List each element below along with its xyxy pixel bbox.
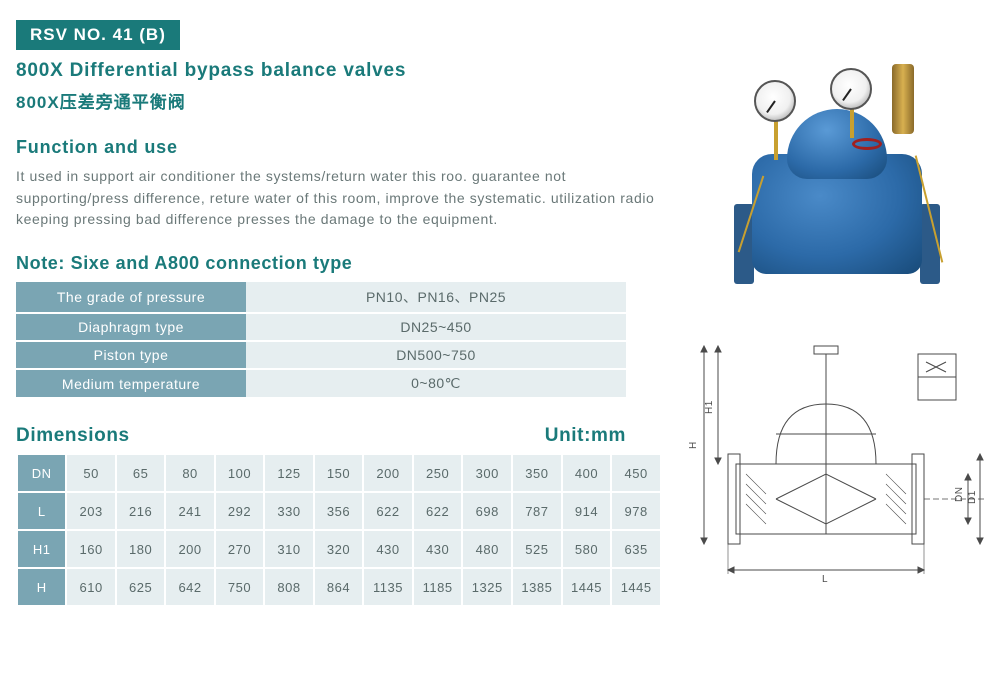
dimensions-heading: Dimensions — [16, 425, 130, 447]
dim-cell: 625 — [117, 569, 164, 605]
spec-label: Medium temperature — [16, 370, 246, 397]
function-text: It used in support air conditioner the s… — [16, 166, 662, 231]
dim-cell: 292 — [216, 493, 263, 529]
dim-cell: 80 — [166, 455, 213, 491]
dim-cell: 65 — [117, 455, 164, 491]
dim-row-header: DN — [18, 455, 65, 491]
dim-cell: 1185 — [414, 569, 462, 605]
dim-label-d1: D1 — [967, 490, 978, 504]
spec-value: DN25~450 — [246, 314, 626, 340]
title-english: 800X Differential bypass balance valves — [16, 60, 662, 82]
dim-cell: 330 — [265, 493, 312, 529]
spec-label: Piston type — [16, 342, 246, 368]
spec-table: The grade of pressurePN10、PN16、PN25 Diap… — [16, 280, 626, 399]
dim-cell: 400 — [563, 455, 611, 491]
dim-cell: 864 — [315, 569, 362, 605]
dim-cell: 1445 — [563, 569, 611, 605]
gauge-icon — [754, 80, 796, 122]
spec-value: DN500~750 — [246, 342, 626, 368]
product-photo — [692, 54, 982, 314]
dim-cell: 216 — [117, 493, 164, 529]
dim-row-header: L — [18, 493, 65, 529]
dim-cell: 1385 — [513, 569, 561, 605]
dim-cell: 580 — [563, 531, 611, 567]
title-chinese: 800X压差旁通平衡阀 — [16, 88, 662, 113]
dim-cell: 914 — [563, 493, 611, 529]
dim-cell: 350 — [513, 455, 561, 491]
dimensions-table: DN506580100125150200250300350400450L2032… — [16, 453, 662, 607]
spec-value: PN10、PN16、PN25 — [246, 282, 626, 312]
dim-cell: 480 — [463, 531, 511, 567]
dim-row-header: H1 — [18, 531, 65, 567]
dimensions-unit: Unit:mm — [545, 425, 626, 447]
dim-cell: 525 — [513, 531, 561, 567]
dim-cell: 1135 — [364, 569, 412, 605]
dim-cell: 320 — [315, 531, 362, 567]
content-column: 800X Differential bypass balance valves … — [16, 50, 662, 607]
dim-label-h1: H1 — [704, 400, 715, 414]
dim-cell: 635 — [612, 531, 660, 567]
dim-cell: 241 — [166, 493, 213, 529]
dim-cell: 200 — [166, 531, 213, 567]
dim-cell: 978 — [612, 493, 660, 529]
dim-cell: 310 — [265, 531, 312, 567]
dim-cell: 160 — [67, 531, 114, 567]
dim-cell: 1445 — [612, 569, 660, 605]
dim-cell: 356 — [315, 493, 362, 529]
dim-cell: 622 — [364, 493, 412, 529]
dim-label-l: L — [822, 574, 828, 585]
dim-cell: 450 — [612, 455, 660, 491]
technical-drawing: H H1 L DN D1 — [686, 324, 986, 594]
dim-cell: 250 — [414, 455, 462, 491]
dim-cell: 203 — [67, 493, 114, 529]
model-badge: RSV NO. 41 (B) — [16, 20, 180, 50]
dim-cell: 750 — [216, 569, 263, 605]
dim-cell: 787 — [513, 493, 561, 529]
spec-label: The grade of pressure — [16, 282, 246, 312]
dim-cell: 642 — [166, 569, 213, 605]
dim-row-header: H — [18, 569, 65, 605]
dim-cell: 100 — [216, 455, 263, 491]
dim-cell: 808 — [265, 569, 312, 605]
function-heading: Function and use — [16, 137, 662, 158]
dim-cell: 180 — [117, 531, 164, 567]
dim-cell: 430 — [414, 531, 462, 567]
spec-value: 0~80℃ — [246, 370, 626, 397]
dim-cell: 300 — [463, 455, 511, 491]
dim-cell: 610 — [67, 569, 114, 605]
note-heading: Note: Sixe and A800 connection type — [16, 253, 662, 274]
spec-label: Diaphragm type — [16, 314, 246, 340]
dim-cell: 50 — [67, 455, 114, 491]
dim-cell: 270 — [216, 531, 263, 567]
gauge-icon — [830, 68, 872, 110]
handwheel-icon — [852, 138, 882, 150]
dim-label-h: H — [688, 441, 699, 449]
dim-cell: 150 — [315, 455, 362, 491]
dim-cell: 200 — [364, 455, 412, 491]
dim-cell: 430 — [364, 531, 412, 567]
dim-cell: 698 — [463, 493, 511, 529]
dim-cell: 622 — [414, 493, 462, 529]
dim-cell: 125 — [265, 455, 312, 491]
dim-cell: 1325 — [463, 569, 511, 605]
dim-label-dn: DN — [954, 487, 965, 502]
image-column: H H1 L DN D1 — [682, 50, 992, 607]
